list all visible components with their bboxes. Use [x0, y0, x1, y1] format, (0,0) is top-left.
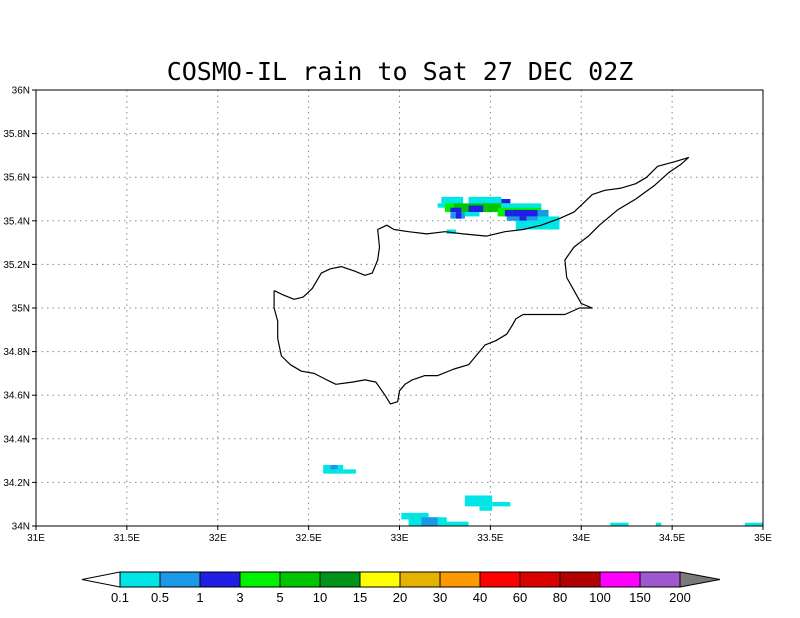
- precip-cell: [464, 495, 493, 507]
- colorbar-label: 40: [473, 590, 487, 605]
- colorbar-swatch: [279, 571, 321, 588]
- y-tick-label: 34.6N: [3, 391, 30, 402]
- x-tick-label: 31.5E: [114, 533, 140, 544]
- y-tick-label: 35.2N: [3, 260, 30, 271]
- precip-cell: [468, 196, 502, 206]
- x-tick-label: 32.5E: [296, 533, 322, 544]
- y-tick-label: 34.8N: [3, 347, 30, 358]
- precip-cell: [337, 464, 344, 474]
- precip-cell: [323, 464, 338, 474]
- x-tick-label: 33E: [391, 533, 409, 544]
- precip-cell: [455, 212, 462, 219]
- y-tick-label: 34N: [12, 522, 30, 533]
- precip-cell: [444, 203, 455, 213]
- colorbar-label: 200: [669, 590, 691, 605]
- y-tick-label: 34.4N: [3, 434, 30, 445]
- x-tick-label: 33.5E: [477, 533, 503, 544]
- precip-cell: [506, 216, 520, 221]
- colorbar: 0.1 0.5 1 3 5 10 15 20 30 40 60 80 100 150 200: [81, 571, 721, 605]
- colorbar-label: 100: [589, 590, 611, 605]
- colorbar-label: 5: [276, 590, 283, 605]
- colorbar-label: 60: [513, 590, 527, 605]
- colorbar-label: 10: [313, 590, 327, 605]
- colorbar-label: 0.5: [151, 590, 169, 605]
- colorbar-swatch: [359, 571, 401, 588]
- precip-cell: [450, 207, 462, 213]
- precip-cell: [492, 502, 511, 507]
- colorbar-swatch: [639, 571, 681, 588]
- colorbar-swatch: [199, 571, 241, 588]
- x-tick-label: 34.5E: [659, 533, 685, 544]
- precip-cell: [501, 199, 511, 204]
- colorbar-swatch: [159, 571, 201, 588]
- y-tick-label: 35.4N: [3, 216, 30, 227]
- precipitation-field: [323, 196, 763, 526]
- colorbar-swatch: [479, 571, 521, 588]
- colorbar-label: 30: [433, 590, 447, 605]
- precip-cell: [464, 212, 480, 217]
- precip-cell: [655, 522, 662, 526]
- precip-cell: [526, 216, 538, 221]
- colorbar-label: 150: [629, 590, 651, 605]
- precip-cell: [519, 216, 527, 221]
- axis-ticks: 31E 31.5E 32E 32.5E 33E 33.5E 34E 34.5E 35E 34N 34…: [3, 86, 772, 545]
- colorbar-label: 0.1: [111, 590, 129, 605]
- precip-cell: [441, 196, 464, 206]
- colorbar-swatch: [439, 571, 481, 588]
- precip-cell: [401, 512, 429, 520]
- precip-cell: [515, 220, 538, 230]
- precip-cell: [437, 203, 445, 208]
- cyprus-coastline: [273, 157, 690, 405]
- precip-cell: [343, 469, 356, 474]
- precip-cell: [479, 506, 493, 511]
- colorbar-swatch: [599, 571, 641, 588]
- colorbar-swatch: [239, 571, 281, 588]
- precip-cell: [512, 209, 538, 217]
- precip-cell: [537, 209, 549, 219]
- x-tick-label: 31E: [27, 533, 45, 544]
- colorbar-swatch: [519, 571, 561, 588]
- precip-cell: [330, 464, 338, 470]
- y-tick-label: 35.6N: [3, 173, 30, 184]
- y-tick-label: 35N: [12, 304, 30, 315]
- colorbar-swatch: [559, 571, 601, 588]
- precip-cell: [486, 203, 502, 213]
- x-tick-label: 32E: [209, 533, 227, 544]
- colorbar-label: 3: [236, 590, 243, 605]
- map-title: COSMO-IL rain to Sat 27 DEC 02Z: [167, 57, 634, 86]
- y-tick-label: 36N: [12, 86, 30, 97]
- colorbar-label: 20: [393, 590, 407, 605]
- colorbar-label: 15: [353, 590, 367, 605]
- colorbar-under-arrow: [81, 571, 121, 588]
- y-tick-label: 35.8N: [3, 129, 30, 140]
- precip-cell: [610, 522, 629, 526]
- x-tick-label: 34E: [572, 533, 590, 544]
- grid-lines: [36, 90, 763, 526]
- precip-cell: [504, 209, 513, 217]
- colorbar-label: 1: [196, 590, 203, 605]
- precip-cell: [744, 522, 763, 526]
- colorbar-swatch: [119, 571, 161, 588]
- colorbar-over-arrow: [679, 571, 721, 588]
- colorbar-swatch: [399, 571, 441, 588]
- colorbar-swatch: [319, 571, 361, 588]
- precip-cell: [468, 205, 484, 213]
- colorbar-label: 80: [553, 590, 567, 605]
- precip-cell: [421, 517, 438, 526]
- y-tick-label: 34.2N: [3, 478, 30, 489]
- precip-cell: [446, 229, 456, 234]
- x-tick-label: 35E: [754, 533, 772, 544]
- precip-cell: [437, 521, 469, 526]
